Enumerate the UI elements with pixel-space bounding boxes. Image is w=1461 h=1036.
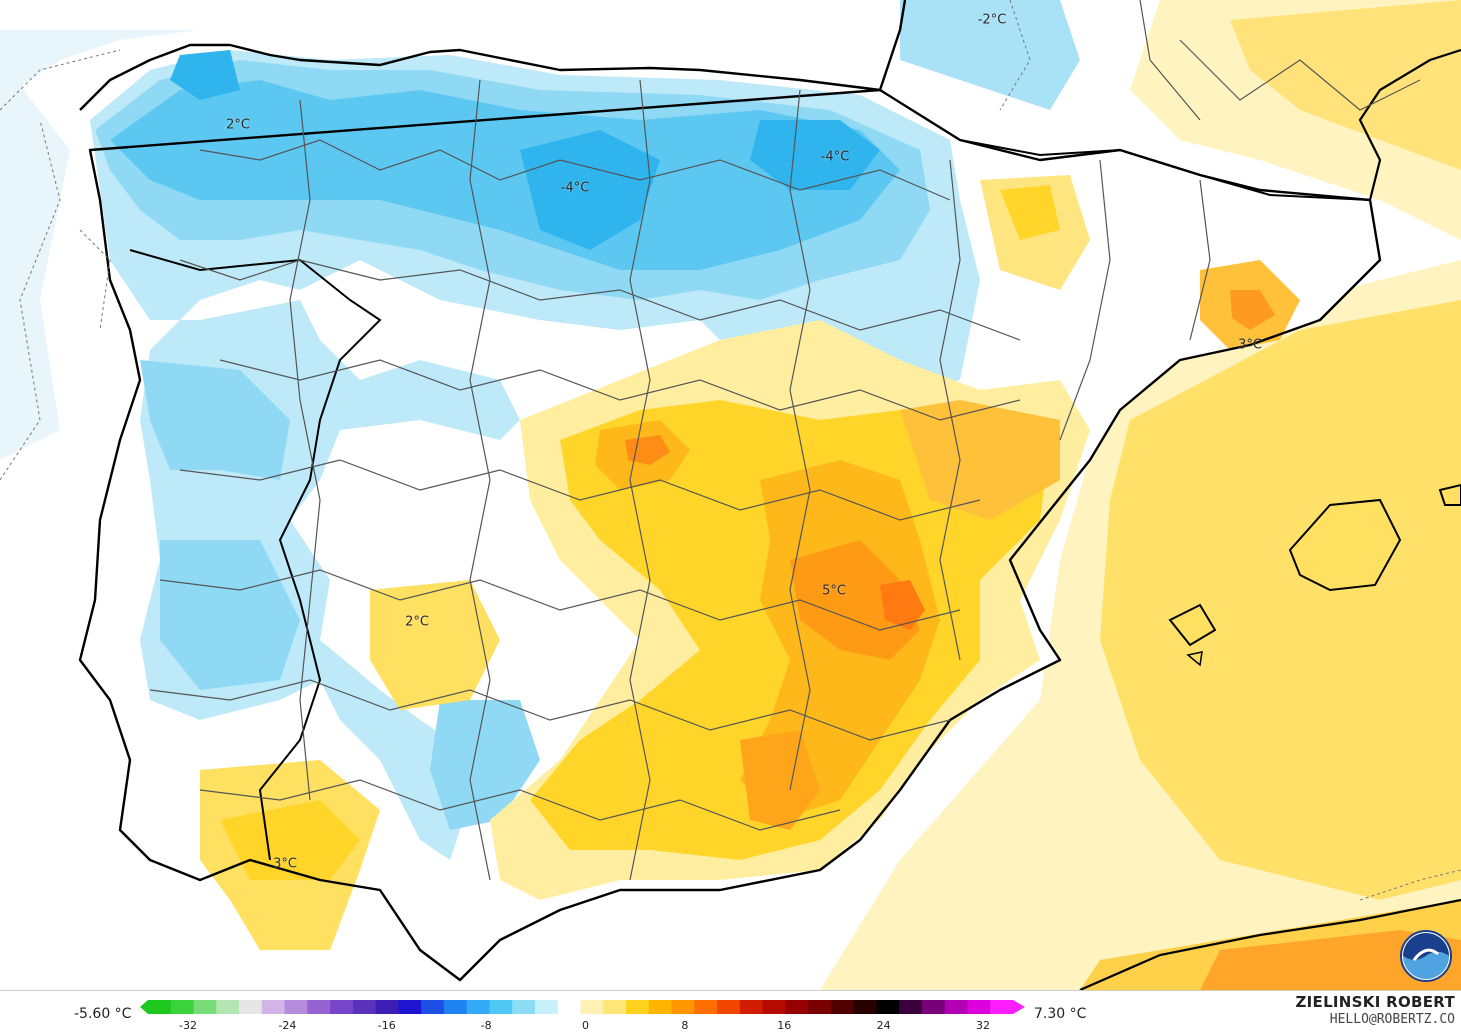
catalonia-core: [1230, 290, 1275, 330]
west-cold: [140, 360, 290, 480]
colorbar-swatch: [899, 1000, 923, 1014]
formentera: [1186, 651, 1203, 667]
legend-min-label: -5.60 °C: [74, 1006, 132, 1022]
colorbar-swatch: [148, 1000, 172, 1014]
ebro-warm-2: [1000, 185, 1060, 240]
mallorca: [1288, 498, 1402, 592]
contour-label: 2°C: [405, 614, 429, 630]
menorca: [1438, 483, 1461, 506]
colorbar-tick-label: 8: [681, 1019, 689, 1032]
colorbar-swatch: [808, 1000, 832, 1014]
contour-label: 2°C: [226, 117, 250, 133]
colorbar-swatch: [921, 1000, 946, 1014]
se-warm: [740, 730, 820, 830]
ibiza: [1168, 603, 1217, 647]
colorbar-swatch: [261, 1000, 286, 1014]
colorbar-swatch: [853, 1000, 877, 1014]
colorbar-swatch: [557, 1000, 581, 1014]
colorbar-swatch: [762, 1000, 786, 1014]
colorbar-extend-left: [140, 1000, 148, 1014]
colorbar-swatch: [990, 1000, 1014, 1014]
south-cold: [430, 700, 540, 830]
colorbar-swatch: [694, 1000, 718, 1014]
author-name: ZIELINSKI ROBERT: [1295, 993, 1455, 1011]
atlantic-light-blue: [0, 30, 200, 460]
colorbar-tick-label: 32: [976, 1019, 990, 1032]
north-cold-deep: [110, 80, 900, 270]
sea-contours: [0, 0, 1461, 901]
colorbar-swatch: [534, 1000, 559, 1014]
africa-coastline: [1079, 898, 1461, 990]
east-warm: [900, 400, 1060, 520]
colorbar-swatch: [330, 1000, 354, 1014]
colorbar-swatch: [443, 1000, 468, 1014]
colorbar-swatch: [876, 1000, 900, 1014]
province-borders: [149, 0, 1421, 881]
contour-label: -2°C: [977, 12, 1007, 28]
med-warm-2: [1100, 300, 1461, 900]
colorbar-swatch: [512, 1000, 536, 1014]
pyrenees-border: [959, 139, 1371, 201]
colorbar-tick-label: -16: [377, 1019, 396, 1032]
colorbar-swatch: [489, 1000, 513, 1014]
colorbar-tick-label: 16: [777, 1019, 792, 1032]
colorbar-swatch: [170, 1000, 195, 1014]
colorbar-swatch: [307, 1000, 331, 1014]
colorbar-tick-label: -24: [278, 1019, 297, 1032]
colorbar-swatch: [944, 1000, 968, 1014]
colorbar-tick-label: 24: [876, 1019, 891, 1032]
nw-cold-core: [170, 50, 240, 100]
colorbar-swatch: [785, 1000, 809, 1014]
france-warm-2: [1230, 0, 1461, 170]
colorbar-swatch: [739, 1000, 764, 1014]
extremadura-warm: [370, 580, 500, 710]
colorbar-swatch: [239, 1000, 263, 1014]
colorbar-extend-right: [1013, 1000, 1025, 1014]
sw-cold: [160, 540, 300, 690]
author-contact: HELLO@ROBERTZ.CO: [1329, 1012, 1455, 1027]
colorbar-swatch: [375, 1000, 399, 1014]
colorbar-tick-label: 0: [582, 1019, 589, 1032]
colorbar-swatch: [830, 1000, 855, 1014]
colorbar-swatch: [717, 1000, 741, 1014]
africa-warm-2: [1200, 930, 1461, 990]
central-warm-core: [790, 540, 920, 660]
colorbar-swatch: [580, 1000, 604, 1014]
contour-label: -4°C: [820, 149, 850, 165]
legend-max-label: 7.30 °C: [1034, 1006, 1087, 1022]
colorbar: [140, 1000, 1025, 1014]
colorbar-swatch: [671, 1000, 695, 1014]
colorbar-swatch: [352, 1000, 377, 1014]
iberia-coastline: [78, 0, 1382, 982]
north-cold-core-2: [750, 120, 880, 190]
central-warm-hot: [880, 580, 925, 630]
colorbar-swatch: [648, 1000, 673, 1014]
colorbar-swatch: [216, 1000, 240, 1014]
colorbar-swatch: [603, 1000, 627, 1014]
colorbar-swatch: [626, 1000, 650, 1014]
colorbar-swatch: [193, 1000, 217, 1014]
colorbar-swatch: [284, 1000, 308, 1014]
colorbar-swatch: [421, 1000, 445, 1014]
anomaly-map: [0, 0, 1461, 990]
contour-label: -4°C: [560, 180, 590, 196]
colorbar-swatch: [466, 1000, 490, 1014]
colorbar-swatch: [398, 1000, 422, 1014]
andalusia-warm-2: [220, 800, 360, 880]
contour-label: 3°C: [273, 856, 297, 872]
north-cold-core-1: [520, 130, 660, 250]
contour-label: 3°C: [1238, 337, 1262, 353]
noaa-logo-icon: [1400, 930, 1452, 982]
colorbar-tick-label: -8: [480, 1019, 492, 1032]
biscay-blue: [900, 0, 1080, 110]
contour-label: 5°C: [822, 583, 846, 599]
map-panel: 2°C -4°C -4°C -2°C 3°C 5°C 2°C 3°C: [0, 0, 1461, 990]
colorbar-tick-label: -32: [179, 1019, 197, 1032]
madrid-hot: [625, 435, 670, 465]
colorbar-swatch: [967, 1000, 991, 1014]
